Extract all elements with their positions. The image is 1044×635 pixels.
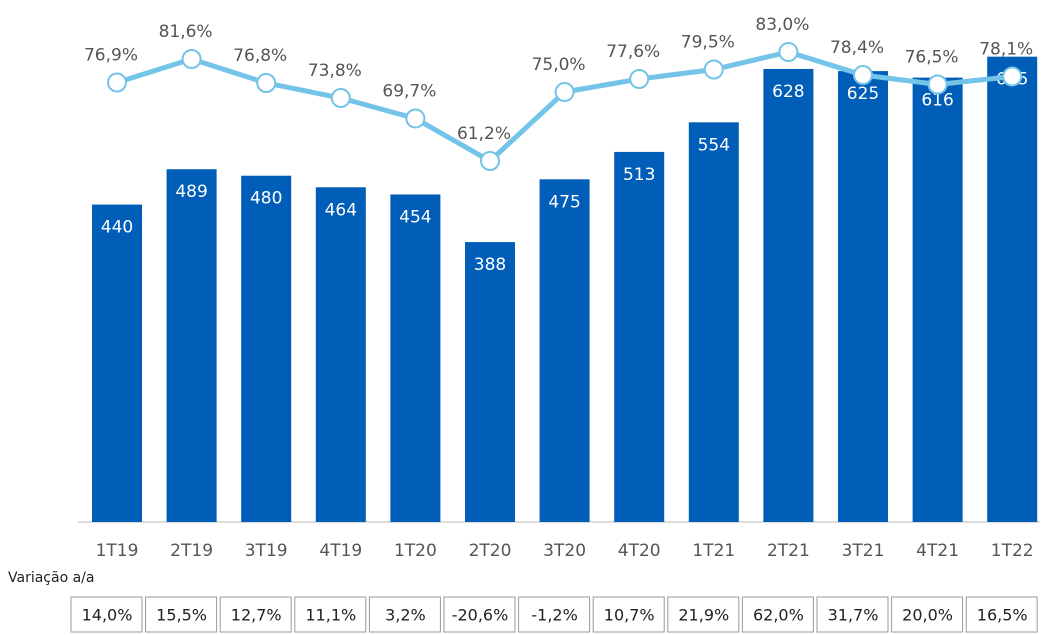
line-label: 76,8% <box>233 46 287 66</box>
line-point <box>778 42 799 62</box>
table-cell-text: 3,2% <box>385 606 426 625</box>
bar <box>838 71 888 522</box>
table-cell-text: 10,7% <box>604 606 655 625</box>
bar-label: 616 <box>921 91 953 111</box>
line-label: 69,7% <box>382 82 436 102</box>
line-label: 78,4% <box>830 38 884 58</box>
x-tick-label: 1T20 <box>394 541 437 561</box>
x-tick-label: 4T19 <box>319 541 362 561</box>
bar <box>688 122 739 522</box>
bar <box>465 242 515 523</box>
line-point <box>181 49 202 69</box>
table-cell-text: 21,9% <box>678 606 729 625</box>
line-point <box>405 108 426 129</box>
table-cell <box>294 596 367 633</box>
table-cell-text: 12,7% <box>231 606 282 625</box>
table-title: Variação a/a <box>8 570 94 586</box>
table-cell-text: -1,2% <box>531 606 577 625</box>
bar <box>763 68 814 522</box>
bar-label: 480 <box>250 189 282 209</box>
line-point <box>629 69 650 89</box>
line-label: 79,5% <box>681 33 735 53</box>
x-tick-label: 4T21 <box>916 541 959 561</box>
table-cell-text: 15,5% <box>156 606 207 625</box>
line-label: 76,9% <box>84 46 138 66</box>
line-label: 73,8% <box>308 61 362 81</box>
table-cell <box>219 596 292 633</box>
line-point <box>256 73 277 93</box>
bar <box>315 187 366 522</box>
table-cell-text: 62,0% <box>753 606 804 625</box>
bar-label: 625 <box>847 84 879 104</box>
bar-label: 475 <box>548 192 580 212</box>
table-cell <box>816 596 889 633</box>
table-cell <box>592 596 665 633</box>
line-point <box>703 59 724 80</box>
bar <box>987 56 1038 523</box>
x-tick-label: 1T19 <box>96 541 139 561</box>
bar <box>166 169 217 522</box>
table-cell-text: 16,5% <box>977 606 1028 625</box>
bar-label: 440 <box>101 218 133 238</box>
line-label: 61,2% <box>457 124 511 144</box>
table-cell <box>667 596 740 633</box>
table-cell-text: 31,7% <box>828 606 879 625</box>
table-cell-text: 20,0% <box>902 606 953 625</box>
bar-label: 554 <box>698 135 730 155</box>
table-cell-text: -20,6% <box>452 606 509 625</box>
bar-label: 464 <box>325 200 357 220</box>
x-tick-label: 2T20 <box>469 541 512 561</box>
line-label: 83,0% <box>755 15 809 35</box>
bar-label: 388 <box>474 255 506 275</box>
x-tick-label: 3T20 <box>543 541 586 561</box>
bar <box>390 194 441 522</box>
x-tick-label: 1T21 <box>692 541 735 561</box>
table-cell <box>70 596 143 633</box>
line-label: 75,0% <box>532 55 586 75</box>
line-label: 78,1% <box>979 40 1033 60</box>
line-label: 77,6% <box>606 42 660 62</box>
table-cell <box>145 596 218 633</box>
bar <box>539 179 590 523</box>
line-point <box>330 88 351 108</box>
x-tick-label: 1T22 <box>991 541 1034 561</box>
bar-label: 628 <box>772 82 804 102</box>
x-tick-label: 2T19 <box>170 541 213 561</box>
table-cell <box>891 596 964 633</box>
line-point <box>927 74 948 95</box>
bar-label: 513 <box>623 165 655 185</box>
line-point <box>480 151 500 171</box>
bar <box>92 204 142 523</box>
bar <box>614 151 665 522</box>
line-point <box>107 72 127 93</box>
line-point <box>853 65 873 85</box>
table-cell-text: 11,1% <box>305 606 356 625</box>
table-cell <box>443 596 516 633</box>
x-tick-label: 3T19 <box>245 541 288 561</box>
table-cell <box>965 596 1038 633</box>
line-label: 81,6% <box>159 22 213 42</box>
bar <box>241 175 292 522</box>
bar-label: 454 <box>399 207 431 227</box>
bar-label: 489 <box>175 182 207 202</box>
bar <box>912 77 963 522</box>
table-cell <box>368 596 441 633</box>
x-tick-label: 4T20 <box>618 541 661 561</box>
line-point <box>554 82 575 102</box>
line-label: 76,5% <box>905 48 959 68</box>
table-cell <box>518 596 591 633</box>
table-cell <box>741 596 814 633</box>
line-point <box>1002 66 1023 87</box>
x-tick-label: 3T21 <box>842 541 885 561</box>
x-tick-label: 2T21 <box>767 541 810 561</box>
table-cell-text: 14,0% <box>82 606 133 625</box>
